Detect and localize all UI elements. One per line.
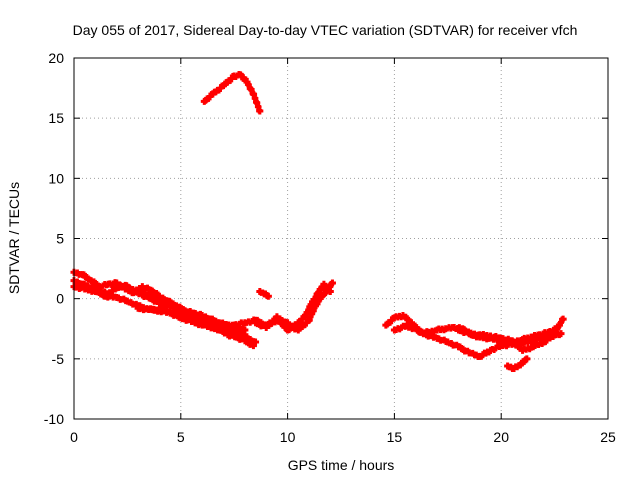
x-tick-label: 15 <box>387 429 403 445</box>
points-layer <box>70 70 567 373</box>
data-point <box>551 331 559 339</box>
series-track-8 <box>273 279 336 334</box>
data-point <box>328 279 336 287</box>
data-point <box>559 315 567 323</box>
y-tick-label: 10 <box>48 170 64 186</box>
data-point <box>523 355 531 363</box>
series-track-13 <box>504 355 531 373</box>
series-track-12 <box>454 326 559 354</box>
grid-layer <box>74 58 608 419</box>
y-tick-label: 0 <box>56 291 64 307</box>
data-point <box>256 107 264 115</box>
y-tick-label: 5 <box>56 231 64 247</box>
y-axis-label: SDTVAR / TECUs <box>6 182 22 294</box>
x-tick-label: 10 <box>280 429 296 445</box>
x-tick-label: 25 <box>600 429 616 445</box>
x-tick-label: 20 <box>493 429 509 445</box>
y-tick-label: -5 <box>52 351 65 367</box>
y-tick-label: 15 <box>48 110 64 126</box>
x-tick-label: 0 <box>70 429 78 445</box>
x-axis-label: GPS time / hours <box>288 457 395 473</box>
data-point <box>557 330 565 338</box>
series-track-6 <box>200 70 264 115</box>
data-point <box>264 292 272 300</box>
y-tick-label: -10 <box>44 411 64 427</box>
data-point <box>252 338 260 346</box>
ticks-layer: 0 5 10 15 20 25 -10 -5 0 5 10 15 20 <box>44 50 616 445</box>
x-tick-label: 5 <box>177 429 185 445</box>
y-tick-label: 20 <box>48 50 64 66</box>
series-track-9 <box>256 287 272 300</box>
data-point <box>241 331 249 339</box>
chart-title: Day 055 of 2017, Sidereal Day-to-day VTE… <box>73 22 578 38</box>
